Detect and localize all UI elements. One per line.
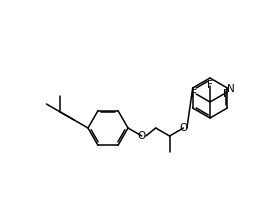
Text: F: F bbox=[191, 89, 197, 99]
Text: O: O bbox=[138, 131, 146, 141]
Text: N: N bbox=[228, 84, 235, 94]
Text: F: F bbox=[207, 80, 213, 90]
Text: O: O bbox=[179, 123, 187, 133]
Text: F: F bbox=[223, 89, 229, 99]
